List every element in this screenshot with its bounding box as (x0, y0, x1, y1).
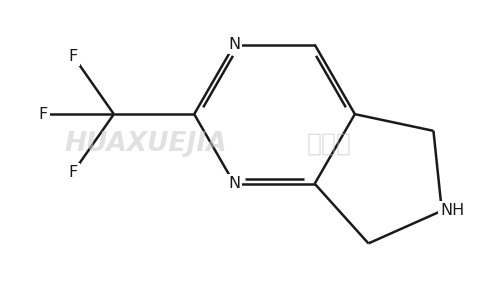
Text: 化学加: 化学加 (306, 132, 351, 156)
Text: N: N (228, 176, 240, 191)
Text: F: F (38, 107, 48, 122)
Text: N: N (228, 37, 240, 52)
Text: NH: NH (439, 203, 464, 218)
Text: HUAXUEJIA: HUAXUEJIA (64, 131, 227, 157)
Text: F: F (69, 164, 78, 179)
Text: F: F (69, 49, 78, 64)
